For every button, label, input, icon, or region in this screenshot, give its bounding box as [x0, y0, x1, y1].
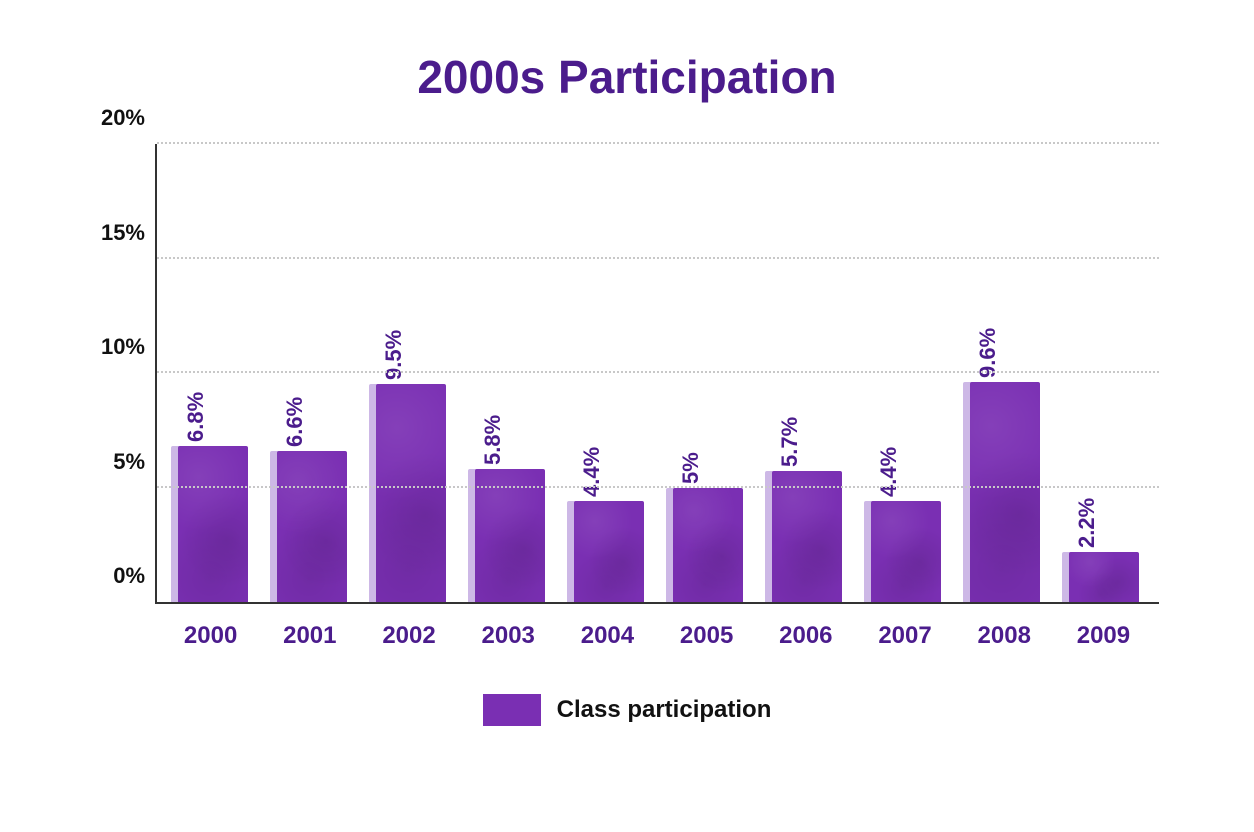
- bar-value-label: 5%: [678, 452, 704, 484]
- bar-slot: 5%: [658, 144, 757, 602]
- bar: 5.8%: [475, 469, 545, 602]
- legend-swatch: [483, 694, 541, 726]
- bar: 9.5%: [376, 384, 446, 602]
- x-axis-label: 2006: [756, 610, 855, 664]
- bar-value-label: 6.6%: [282, 397, 308, 447]
- x-axis-label: 2004: [558, 610, 657, 664]
- bar: 4.4%: [574, 501, 644, 602]
- bar-slot: 4.4%: [559, 144, 658, 602]
- bar-value-label: 5.7%: [777, 417, 803, 467]
- bar-slot: 5.8%: [460, 144, 559, 602]
- plot-area: 6.8%6.6%9.5%5.8%4.4%5%5.7%4.4%9.6%2.2% 0…: [155, 144, 1159, 604]
- gridline: [157, 257, 1159, 259]
- x-axis-labels: 2000200120022003200420052006200720082009: [155, 610, 1159, 664]
- y-axis-label: 20%: [101, 105, 157, 131]
- bar: 9.6%: [970, 382, 1040, 602]
- x-axis-label: 2005: [657, 610, 756, 664]
- bar-slot: 5.7%: [757, 144, 856, 602]
- bar: 5%: [673, 488, 743, 603]
- bar: 6.6%: [277, 451, 347, 602]
- y-axis-label: 5%: [113, 449, 157, 475]
- bar-value-label: 5.8%: [480, 415, 506, 465]
- bar-slot: 6.8%: [163, 144, 262, 602]
- chart-container: 2000s Participation 6.8% 6.6% 9.5% 5.8% 4.4%…: [0, 0, 1254, 832]
- bar-slot: 9.5%: [361, 144, 460, 602]
- y-axis-label: 10%: [101, 334, 157, 360]
- chart-wrap: 6.8% 6.6% 9.5% 5.8% 4.4% 5% 5.7% 4.4% 9.6% 2.2% 0…: [60, 144, 1194, 664]
- x-axis-label: 2001: [260, 610, 359, 664]
- bar-slot: 4.4%: [856, 144, 955, 602]
- legend: Class participation: [60, 694, 1194, 726]
- bar-slot: 9.6%: [955, 144, 1054, 602]
- gridline: [157, 371, 1159, 373]
- x-axis-label: 2003: [459, 610, 558, 664]
- bar: 6.8%: [178, 446, 248, 602]
- bar-slot: 2.2%: [1054, 144, 1153, 602]
- x-axis-label: 2002: [359, 610, 458, 664]
- x-axis-label: 2000: [161, 610, 260, 664]
- x-axis-label: 2007: [855, 610, 954, 664]
- bar-value-label: 4.4%: [876, 447, 902, 497]
- chart-title: 2000s Participation: [60, 50, 1194, 104]
- gridline: [157, 142, 1159, 144]
- bar-value-label: 4.4%: [579, 447, 605, 497]
- gridline: [157, 486, 1159, 488]
- bar: 4.4%: [871, 501, 941, 602]
- bar: 5.7%: [772, 471, 842, 602]
- y-axis-label: 0%: [113, 563, 157, 589]
- bar-value-label: 2.2%: [1074, 497, 1100, 547]
- bar-value-label: 6.8%: [183, 392, 209, 442]
- bar: 2.2%: [1069, 552, 1139, 602]
- x-axis-label: 2008: [955, 610, 1054, 664]
- legend-text: Class participation: [557, 696, 772, 724]
- x-axis-label: 2009: [1054, 610, 1153, 664]
- y-axis-label: 15%: [101, 220, 157, 246]
- bar-slot: 6.6%: [262, 144, 361, 602]
- bars-group: 6.8% 6.6% 9.5% 5.8% 4.4% 5% 5.7% 4.4% 9.6% 2.2%: [157, 144, 1159, 602]
